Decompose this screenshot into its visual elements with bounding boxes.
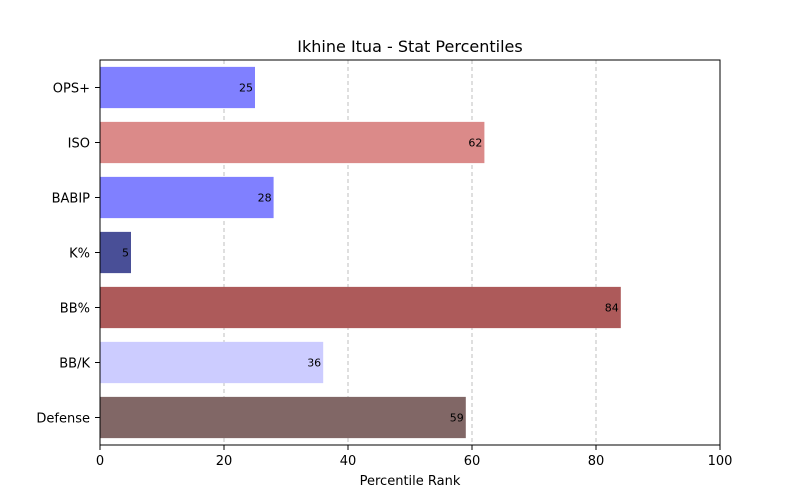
bars <box>100 66 621 439</box>
x-tick-label: 80 <box>588 454 605 469</box>
bar-value-label: 62 <box>468 137 482 150</box>
x-tick-label: 0 <box>96 454 104 469</box>
bar-value-label: 5 <box>122 247 129 260</box>
bar <box>100 286 621 329</box>
bar-value-label: 59 <box>450 412 464 425</box>
bar-value-label: 84 <box>605 302 619 315</box>
x-tick-label: 60 <box>464 454 481 469</box>
gridlines <box>223 60 597 445</box>
bar <box>100 341 324 384</box>
x-axis-ticks: 0 20 40 60 80 100 <box>96 445 733 469</box>
x-tick-label: 20 <box>216 454 233 469</box>
bar <box>100 176 274 219</box>
bar <box>100 231 131 274</box>
x-tick-label: 40 <box>340 454 357 469</box>
bar-value-label: 36 <box>307 357 321 370</box>
plot-frame <box>99 59 721 446</box>
y-axis-ticks: OPS+ ISO BABIP K% BB% BB/K Defense <box>36 82 100 427</box>
y-tick-label: BABIP <box>52 192 91 207</box>
y-tick-label: BB/K <box>59 357 90 372</box>
y-tick-label: Defense <box>36 412 90 427</box>
x-tick-label: 100 <box>708 454 733 469</box>
bar-value-label: 28 <box>258 192 272 205</box>
y-tick-label: K% <box>69 247 90 262</box>
x-axis-label: Percentile Rank <box>360 474 461 489</box>
y-tick-label: OPS+ <box>53 82 90 97</box>
data-labels: 25 62 28 5 84 36 59 <box>122 82 619 425</box>
bar <box>100 396 466 439</box>
bar-value-label: 25 <box>239 82 253 95</box>
y-tick-label: BB% <box>60 302 90 317</box>
bar <box>100 66 255 109</box>
y-tick-label: ISO <box>68 137 90 152</box>
bar <box>100 121 485 164</box>
chart-title: Ikhine Itua - Stat Percentiles <box>297 37 522 56</box>
